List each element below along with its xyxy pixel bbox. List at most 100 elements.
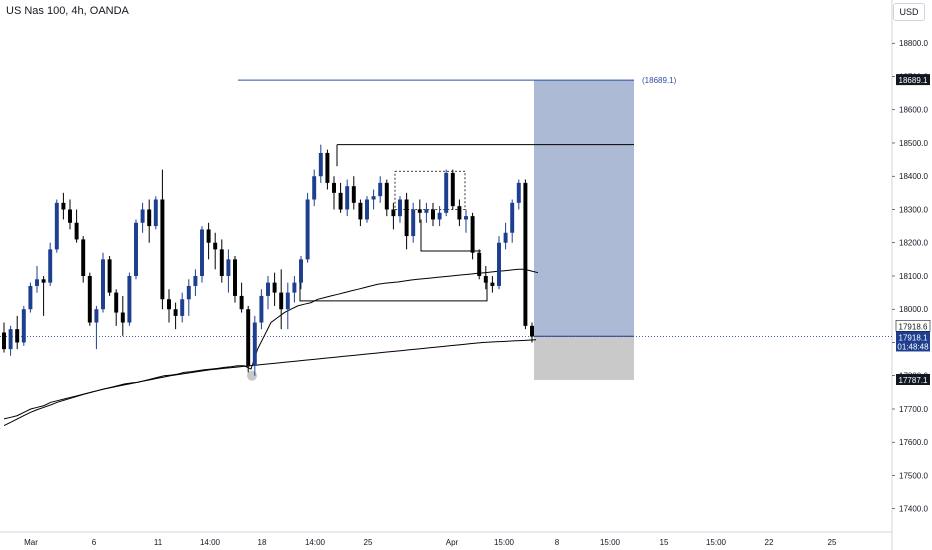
candle-body bbox=[417, 209, 422, 213]
price-tag: 18689.1 bbox=[899, 76, 928, 85]
y-tick-label: 18100.0 bbox=[899, 272, 928, 281]
price-tag-bg bbox=[896, 74, 930, 86]
candle-body bbox=[68, 209, 72, 223]
candle-body bbox=[510, 202, 515, 233]
candle-body bbox=[523, 182, 528, 326]
y-tick-label: 18600.0 bbox=[899, 106, 928, 115]
candle-body bbox=[483, 275, 488, 283]
candle-body bbox=[153, 199, 158, 227]
x-tick-label: 25 bbox=[364, 538, 373, 547]
candle-body bbox=[35, 279, 39, 286]
chart-title: US Nas 100, 4h, OANDA bbox=[6, 5, 129, 17]
candle-body bbox=[94, 309, 99, 323]
candle-body bbox=[127, 275, 132, 323]
candle-body bbox=[87, 275, 92, 323]
candle-body bbox=[497, 242, 501, 286]
x-tick-label: 18 bbox=[258, 538, 267, 547]
candle-body bbox=[252, 322, 257, 366]
candle-body bbox=[279, 292, 284, 310]
candle-body bbox=[48, 249, 53, 283]
candle-body bbox=[332, 182, 336, 193]
y-tick-label: 18300.0 bbox=[899, 205, 928, 214]
candle-body bbox=[147, 209, 152, 227]
y-tick-label: 17600.0 bbox=[899, 438, 928, 447]
candle-body bbox=[345, 186, 350, 210]
x-tick-label: 15:00 bbox=[494, 538, 515, 547]
candle-body bbox=[213, 242, 218, 250]
candle-body bbox=[365, 199, 369, 220]
stop-zone bbox=[534, 336, 634, 381]
y-tick-label: 18400.0 bbox=[899, 172, 928, 181]
candle-body bbox=[8, 329, 13, 350]
x-tick-label: 8 bbox=[555, 538, 560, 547]
y-tick-label: 18000.0 bbox=[899, 305, 928, 314]
currency-button[interactable]: USD bbox=[893, 3, 925, 21]
moving-average-line bbox=[3, 268, 539, 420]
candle-body bbox=[305, 199, 310, 260]
x-tick-label: 14:00 bbox=[305, 538, 326, 547]
candle-body bbox=[530, 325, 534, 337]
candle-body bbox=[503, 232, 508, 243]
candle-body bbox=[186, 285, 191, 300]
x-tick-label: 6 bbox=[92, 538, 97, 547]
target-label: (18689.1) bbox=[642, 76, 677, 85]
candle-body bbox=[384, 182, 389, 210]
price-tag-bg bbox=[896, 331, 930, 343]
candle-body bbox=[444, 172, 449, 213]
y-tick-label: 17700.0 bbox=[899, 405, 928, 414]
support-box bbox=[299, 275, 488, 302]
range-box-bottom bbox=[420, 219, 481, 252]
candle-body bbox=[285, 292, 290, 310]
x-tick-label: Mar bbox=[24, 538, 38, 547]
candle-body bbox=[437, 212, 442, 220]
x-tick-label: 25 bbox=[828, 538, 837, 547]
candle-body bbox=[54, 202, 59, 250]
candle-body bbox=[114, 292, 119, 313]
candle-body bbox=[226, 259, 231, 276]
y-tick-label: 18200.0 bbox=[899, 239, 928, 248]
candle-body bbox=[266, 282, 270, 296]
candle-body bbox=[464, 216, 468, 220]
candle-body bbox=[134, 222, 138, 276]
x-tick-label: 15:00 bbox=[600, 538, 621, 547]
y-tick-label: 17400.0 bbox=[899, 505, 928, 514]
candle-body bbox=[272, 282, 277, 293]
price-tag-bg bbox=[896, 340, 930, 352]
candle-body bbox=[61, 202, 66, 210]
y-tick-label: 18500.0 bbox=[899, 139, 928, 148]
candle-body bbox=[120, 312, 125, 323]
y-tick-label: 18800.0 bbox=[899, 39, 928, 48]
target-zone bbox=[534, 80, 634, 337]
x-tick-label: 22 bbox=[765, 538, 774, 547]
price-tag: 17918.6 bbox=[899, 322, 928, 331]
candle-body bbox=[101, 259, 105, 310]
x-tick-label: Apr bbox=[446, 538, 459, 547]
x-tick-label: 15 bbox=[660, 538, 669, 547]
candle-body bbox=[477, 252, 482, 276]
candle-body bbox=[338, 192, 343, 210]
candle-body bbox=[318, 152, 323, 177]
candle-body bbox=[351, 186, 356, 203]
candle-body bbox=[246, 309, 251, 366]
y-tick-label: 17500.0 bbox=[899, 471, 928, 480]
candle-body bbox=[358, 202, 363, 220]
candle-body bbox=[450, 172, 455, 207]
price-tag: 01:48:48 bbox=[897, 342, 929, 351]
candle-body bbox=[516, 182, 521, 203]
x-tick-label: 15:00 bbox=[706, 538, 727, 547]
candle-body bbox=[41, 279, 46, 283]
price-tag: 17787.1 bbox=[899, 376, 928, 385]
candle-body bbox=[233, 259, 237, 296]
candle-body bbox=[259, 295, 264, 323]
candle-body bbox=[206, 229, 211, 243]
candle-body bbox=[431, 209, 435, 220]
price-tag: 17918.1 bbox=[899, 333, 928, 342]
candle-body bbox=[299, 259, 303, 283]
x-tick-label: 11 bbox=[154, 538, 163, 547]
candle-body bbox=[404, 199, 409, 237]
candle-body bbox=[239, 295, 244, 310]
candle-body bbox=[378, 182, 383, 197]
candle-body bbox=[2, 332, 6, 350]
candle-body bbox=[312, 176, 317, 200]
